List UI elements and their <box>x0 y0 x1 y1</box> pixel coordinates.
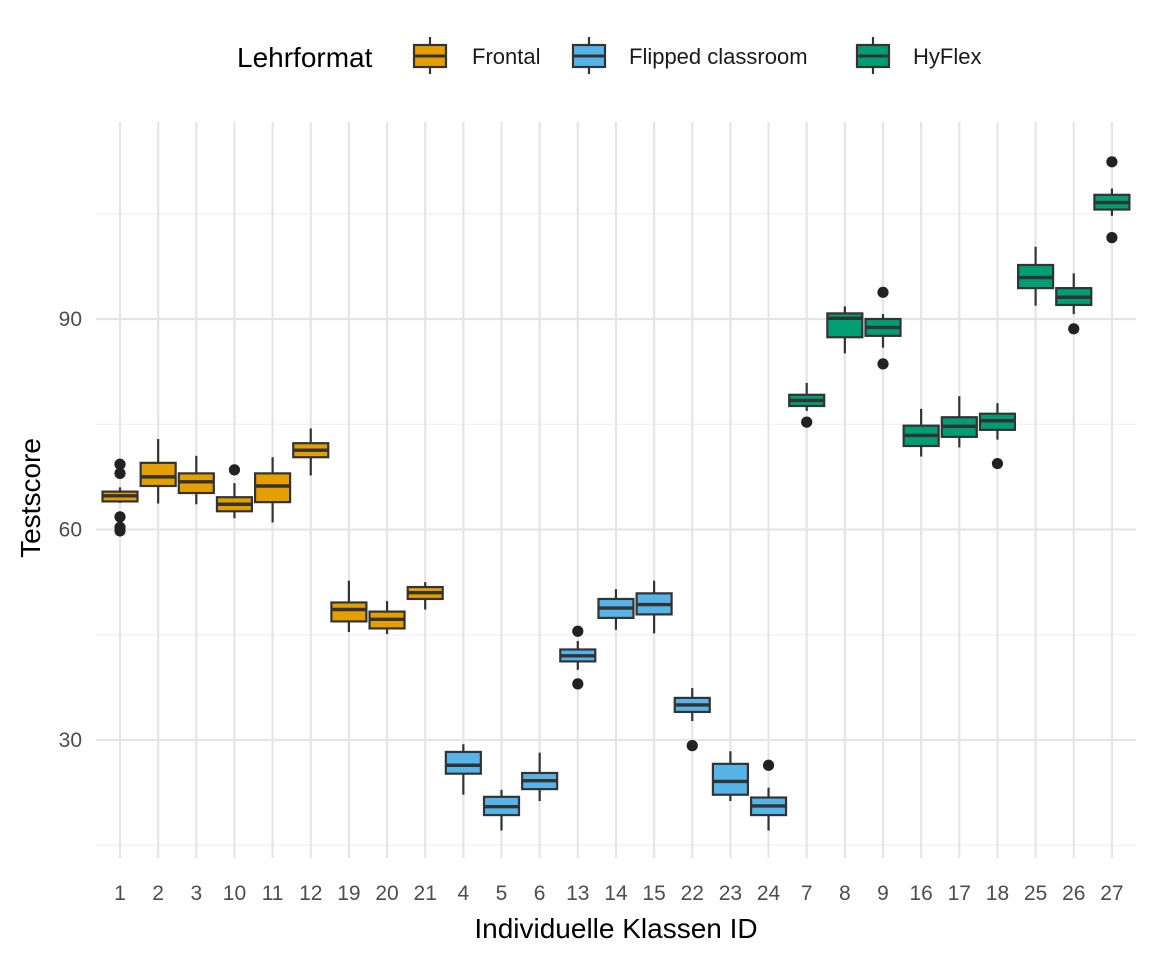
legend-label: Frontal <box>472 44 540 69</box>
box-class-10 <box>215 464 254 519</box>
box-class-15 <box>635 580 673 634</box>
outlier-point <box>572 678 584 690</box>
boxes <box>101 156 1131 831</box>
legend: Lehrformat Frontal Flipped classroom HyFle… <box>237 37 981 74</box>
outlier-point <box>114 467 126 479</box>
x-tick-label: 3 <box>190 882 202 905</box>
outlier-point <box>1068 323 1080 335</box>
x-tick-label: 18 <box>986 882 1009 905</box>
box-class-7 <box>788 382 826 428</box>
outlier-point <box>877 358 889 370</box>
x-tick-label: 21 <box>414 882 437 905</box>
x-tick-label: 10 <box>223 882 246 905</box>
outlier-point <box>762 759 775 771</box>
legend-entry: Frontal <box>412 37 540 74</box>
outlier-point <box>686 740 698 752</box>
y-axis-title: Testscore <box>15 438 46 558</box>
legend-title: Lehrformat <box>237 42 373 73</box>
x-tick-label: 15 <box>642 882 665 905</box>
outlier-point <box>877 286 889 298</box>
box-class-5 <box>482 789 521 831</box>
box-class-17 <box>940 396 978 448</box>
box-body <box>254 472 292 504</box>
x-tick-label: 13 <box>566 882 589 905</box>
x-tick-label: 7 <box>801 882 813 905</box>
grid <box>96 122 1136 858</box>
y-tick-label: 90 <box>59 308 82 331</box>
x-tick-label: 5 <box>496 882 508 905</box>
outlier-point <box>991 457 1004 470</box>
box-class-14 <box>597 589 635 630</box>
box-body <box>711 762 750 796</box>
box-class-22 <box>673 688 711 752</box>
x-axis-title: Individuelle Klassen ID <box>474 913 757 944</box>
outlier-point <box>1106 156 1118 168</box>
box-class-2 <box>139 438 177 504</box>
x-tick-label: 11 <box>262 882 284 905</box>
x-tick-label: 8 <box>839 882 851 905</box>
box-body <box>444 750 482 775</box>
legend-entry: HyFlex <box>855 37 981 74</box>
x-tick-label: 26 <box>1062 882 1085 905</box>
outlier-point <box>801 416 813 428</box>
outlier-point <box>114 458 126 470</box>
outlier-point <box>1106 232 1118 244</box>
box-class-11 <box>254 457 292 523</box>
legend-label: Flipped classroom <box>629 44 808 69</box>
box-class-6 <box>521 752 559 802</box>
box-class-1 <box>101 458 139 537</box>
box-class-24 <box>749 759 788 831</box>
x-tick-label: 4 <box>458 882 470 905</box>
box-class-12 <box>292 428 330 476</box>
y-tick-label: 60 <box>59 519 82 542</box>
x-tick-label: 16 <box>909 882 932 905</box>
x-tick-label: 17 <box>948 882 971 905</box>
legend-entry: Flipped classroom <box>571 37 808 74</box>
box-class-19 <box>330 580 368 632</box>
box-class-21 <box>406 582 444 610</box>
x-tick-labels: 1 2 3 10 11 12 19 20 21 4 5 6 13 14 15 22 23 24 7 8 9 16 17 18 2… <box>114 882 1123 905</box>
x-tick-label: 14 <box>604 882 628 905</box>
box-class-23 <box>711 751 750 802</box>
outlier-point <box>114 525 126 537</box>
y-tick-label: 30 <box>59 729 82 752</box>
y-tick-labels: 30 60 90 <box>59 308 82 752</box>
x-tick-label: 24 <box>757 882 781 905</box>
x-tick-label: 12 <box>299 882 322 905</box>
x-tick-label: 19 <box>337 882 360 905</box>
box-class-18 <box>978 403 1017 470</box>
box-class-4 <box>444 744 482 795</box>
x-tick-label: 6 <box>534 882 546 905</box>
x-tick-label: 25 <box>1024 882 1047 905</box>
box-class-8 <box>826 306 864 354</box>
box-class-16 <box>902 408 940 457</box>
box-body <box>330 601 368 623</box>
box-class-26 <box>1055 273 1093 335</box>
x-tick-label: 20 <box>375 882 398 905</box>
box-class-9 <box>864 286 902 370</box>
x-tick-label: 22 <box>681 882 704 905</box>
box-class-3 <box>177 455 215 505</box>
x-tick-label: 23 <box>719 882 742 905</box>
legend-label: HyFlex <box>913 44 981 69</box>
x-tick-label: 27 <box>1100 882 1123 905</box>
x-tick-label: 9 <box>877 882 889 905</box>
outlier-point <box>114 511 126 523</box>
box-class-27 <box>1093 156 1131 244</box>
box-class-13 <box>559 625 597 690</box>
x-tick-label: 1 <box>114 882 126 905</box>
x-tick-label: 2 <box>152 882 164 905</box>
box-class-20 <box>368 601 406 635</box>
box-body <box>139 461 177 488</box>
outlier-point <box>228 464 241 476</box>
box-class-25 <box>1016 246 1055 306</box>
outlier-point <box>572 625 584 637</box>
